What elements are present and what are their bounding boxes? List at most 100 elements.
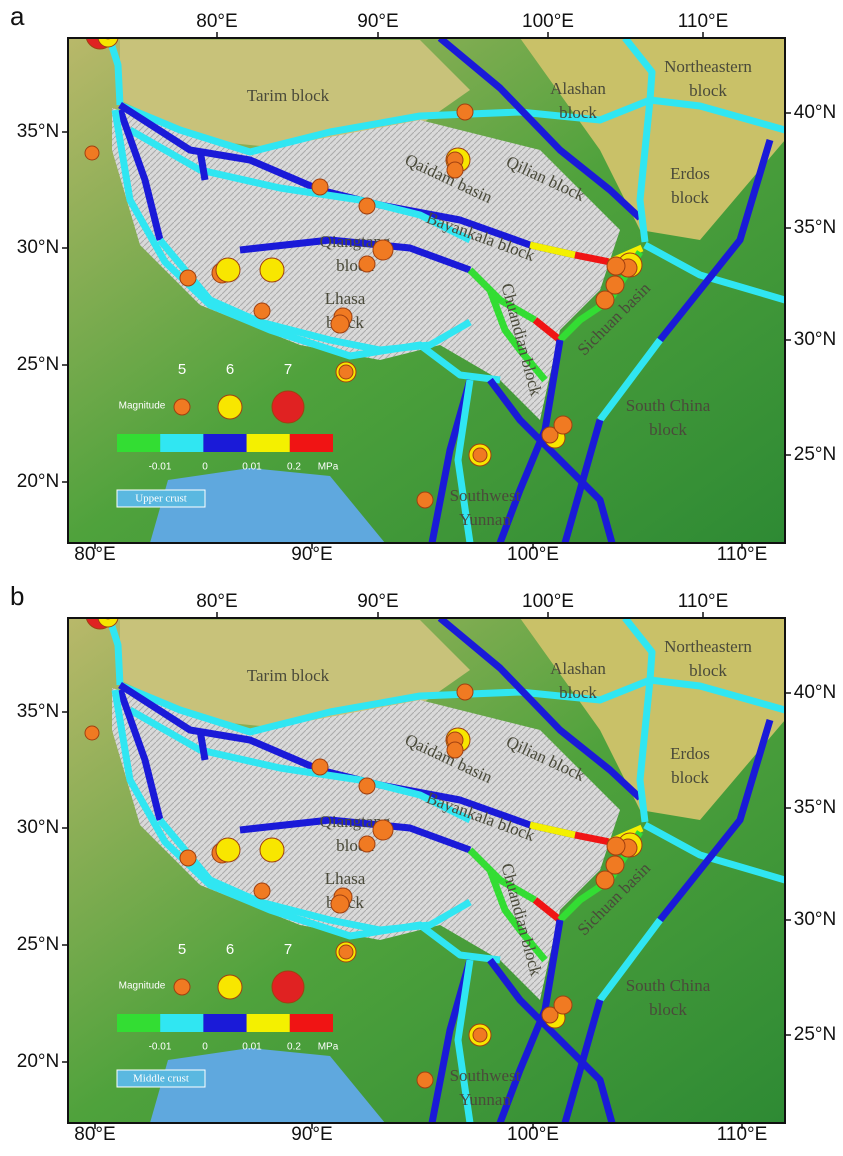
earthquake: [417, 492, 433, 508]
left-axis-label: 35°N: [17, 701, 59, 722]
top-axis-label: 100°E: [522, 591, 574, 612]
right-axis-label: 30°N: [794, 909, 836, 930]
left-axis-label: 20°N: [17, 1051, 59, 1072]
colorbar-segment: [203, 1014, 246, 1032]
colorbar-label: -0.01: [149, 1042, 172, 1053]
left-axis-label: 20°N: [17, 471, 59, 492]
region-label: Erdos: [670, 164, 710, 183]
earthquake: [312, 179, 328, 195]
region-label: Southwest: [450, 486, 521, 505]
colorbar-unit: MPa: [318, 462, 339, 473]
magnitude-label: 7: [284, 941, 292, 958]
fault: [200, 150, 205, 180]
magnitude-label: 6: [226, 941, 234, 958]
right-axis-label: 30°N: [794, 329, 836, 350]
region-label: Lhasa: [325, 869, 366, 888]
colorbar-segment: [290, 1014, 333, 1032]
region-label: Yunnan: [459, 510, 511, 529]
magnitude-symbol: [174, 399, 190, 415]
legend-title: Magnitude: [119, 401, 166, 412]
earthquake: [447, 742, 463, 758]
figure: a Tarim block Alashan block Northeastern bloc…: [0, 0, 843, 1156]
region-label: block: [649, 1000, 687, 1019]
top-axis-label: 110°E: [678, 11, 729, 32]
colorbar-segment: [203, 434, 246, 452]
earthquake: [180, 850, 196, 866]
earthquake: [473, 448, 487, 462]
earthquake: [85, 146, 99, 160]
region-label: Northeastern: [664, 637, 752, 656]
fault: [200, 730, 205, 760]
earthquake: [473, 1028, 487, 1042]
earthquake: [417, 1072, 433, 1088]
left-axis-label: 25°N: [17, 354, 59, 375]
earthquake: [260, 838, 284, 862]
colorbar-segment: [247, 1014, 290, 1032]
magnitude-label: 7: [284, 361, 292, 378]
region-label: Alashan: [550, 659, 606, 678]
colorbar-segment: [290, 434, 333, 452]
region-label: block: [649, 420, 687, 439]
region-label: block: [671, 188, 709, 207]
map-panel: a Tarim block Alashan block Northeastern bloc…: [10, 1, 836, 565]
region-label: South China: [626, 396, 711, 415]
right-axis-label: 25°N: [794, 444, 836, 465]
earthquake: [331, 315, 349, 333]
earthquake: [216, 838, 240, 862]
magnitude-symbol: [272, 971, 304, 1003]
colorbar-segment: [247, 434, 290, 452]
earthquake: [180, 270, 196, 286]
earthquake: [254, 303, 270, 319]
earthquake: [554, 996, 572, 1014]
top-axis-label: 80°E: [196, 11, 237, 32]
left-axis-label: 35°N: [17, 121, 59, 142]
right-axis-label: 35°N: [794, 797, 836, 818]
region-label: Southwest: [450, 1066, 521, 1085]
top-axis-label: 90°E: [357, 11, 398, 32]
region-label: Northeastern: [664, 57, 752, 76]
panel-label: a: [10, 1, 25, 31]
colorbar-label: 0.2: [287, 1042, 301, 1053]
region-label: block: [689, 661, 727, 680]
earthquake: [254, 883, 270, 899]
magnitude-symbol: [272, 391, 304, 423]
colorbar-label: 0: [202, 1042, 208, 1053]
earthquake: [85, 726, 99, 740]
earthquake: [339, 945, 353, 959]
left-axis-label: 25°N: [17, 934, 59, 955]
region-label: block: [689, 81, 727, 100]
magnitude-symbol: [218, 395, 242, 419]
earthquake: [312, 759, 328, 775]
magnitude-symbol: [174, 979, 190, 995]
earthquake: [457, 104, 473, 120]
region-label: Tarim block: [247, 666, 330, 685]
magnitude-symbol: [218, 975, 242, 999]
magnitude-label: 6: [226, 361, 234, 378]
earthquake: [260, 258, 284, 282]
colorbar-label: 0: [202, 462, 208, 473]
earthquake: [359, 256, 375, 272]
region-label: Yunnan: [459, 1090, 511, 1109]
map-area: Tarim block Alashan block Northeastern block…: [68, 21, 785, 543]
colorbar-label: -0.01: [149, 462, 172, 473]
earthquake: [339, 365, 353, 379]
left-axis-label: 30°N: [17, 817, 59, 838]
colorbar-segment: [117, 1014, 160, 1032]
region-label: Erdos: [670, 744, 710, 763]
magnitude-label: 5: [178, 941, 186, 958]
earthquake: [331, 895, 349, 913]
earthquake: [596, 871, 614, 889]
earthquake: [373, 240, 393, 260]
earthquake: [596, 291, 614, 309]
layer-label: Upper crust: [135, 493, 187, 505]
layer-label: Middle crust: [133, 1073, 189, 1085]
map-panel: bTarim blockAlashanblockNortheasternbloc…: [10, 581, 836, 1145]
magnitude-label: 5: [178, 361, 186, 378]
left-axis-label: 30°N: [17, 237, 59, 258]
map-area: Tarim block Alashan block Northeastern block…: [68, 601, 785, 1123]
region-label: Tarim block: [247, 86, 330, 105]
region-label: Alashan: [550, 79, 606, 98]
earthquake: [216, 258, 240, 282]
right-axis-label: 25°N: [794, 1024, 836, 1045]
right-axis-label: 40°N: [794, 102, 836, 123]
